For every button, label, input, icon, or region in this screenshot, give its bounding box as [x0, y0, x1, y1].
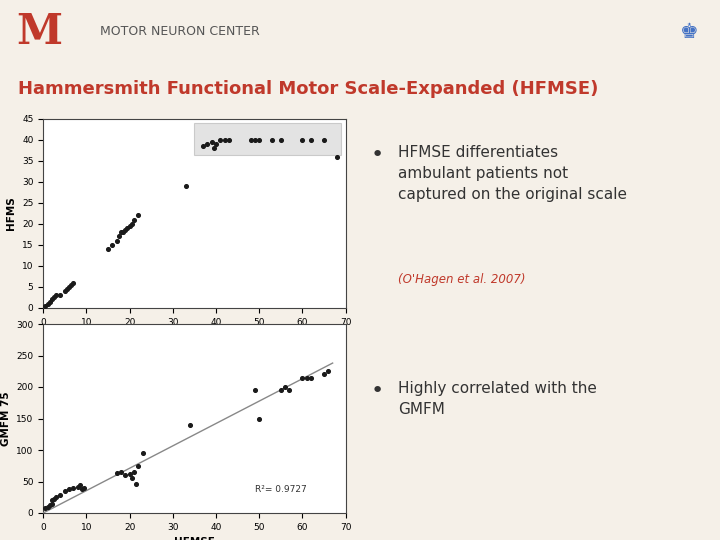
Text: •: • — [370, 145, 384, 165]
Point — [249, 136, 261, 144]
Point — [137, 449, 148, 457]
Point — [48, 495, 60, 503]
Text: Highly correlated with the
GMFM: Highly correlated with the GMFM — [398, 381, 597, 417]
Point — [68, 483, 79, 492]
Point — [74, 481, 86, 489]
Point — [120, 471, 131, 480]
Point — [59, 487, 71, 495]
Point — [42, 502, 53, 511]
Point — [61, 285, 73, 293]
Point — [279, 383, 291, 391]
Point — [249, 386, 261, 394]
Text: MOTOR NEURON CENTER: MOTOR NEURON CENTER — [100, 25, 260, 38]
Point — [126, 474, 138, 483]
Point — [76, 485, 88, 494]
Point — [50, 493, 62, 502]
Point — [245, 136, 256, 144]
Point — [78, 483, 90, 492]
Point — [44, 501, 55, 510]
Point — [46, 295, 58, 303]
Point — [180, 181, 192, 190]
Point — [323, 367, 334, 376]
Point — [297, 373, 308, 382]
Point — [130, 480, 142, 488]
Point — [318, 136, 330, 144]
Point — [102, 245, 114, 253]
Text: •: • — [370, 381, 384, 401]
Point — [115, 468, 127, 476]
Point — [223, 136, 235, 144]
Text: (O'Hagen et al. 2007): (O'Hagen et al. 2007) — [398, 273, 526, 286]
Point — [202, 140, 213, 149]
Point — [115, 228, 127, 237]
Point — [126, 219, 138, 228]
Point — [111, 469, 122, 478]
Point — [215, 136, 226, 144]
Point — [44, 297, 55, 306]
Point — [122, 224, 133, 232]
Point — [107, 240, 118, 249]
Point — [63, 282, 75, 291]
Point — [124, 470, 135, 478]
Point — [40, 301, 51, 310]
Point — [219, 136, 230, 144]
Point — [46, 496, 58, 505]
Point — [113, 232, 125, 241]
Point — [120, 226, 131, 234]
X-axis label: HFMSE: HFMSE — [174, 537, 215, 540]
Point — [68, 278, 79, 287]
Point — [305, 136, 317, 144]
Point — [124, 221, 135, 230]
Point — [275, 136, 287, 144]
Point — [266, 136, 278, 144]
Point — [275, 386, 287, 394]
Point — [42, 299, 53, 308]
Point — [305, 373, 317, 382]
Point — [301, 373, 312, 382]
Point — [66, 280, 77, 289]
Text: ♚: ♚ — [680, 22, 698, 42]
Text: M: M — [17, 11, 63, 52]
Point — [253, 414, 265, 423]
Point — [55, 491, 66, 500]
Point — [253, 136, 265, 144]
Point — [50, 291, 62, 300]
Text: Hammersmith Functional Motor Scale-Expanded (HFMSE): Hammersmith Functional Motor Scale-Expan… — [18, 80, 598, 98]
Point — [63, 485, 75, 494]
Point — [132, 461, 144, 470]
Point — [40, 504, 51, 512]
Point — [297, 136, 308, 144]
X-axis label: Expanded HFMS: Expanded HFMS — [147, 332, 242, 342]
Point — [111, 237, 122, 245]
Text: HFMSE differentiates
ambulant patients not
captured on the original scale: HFMSE differentiates ambulant patients n… — [398, 145, 627, 202]
Point — [55, 291, 66, 300]
Point — [331, 152, 343, 161]
Point — [318, 370, 330, 379]
Point — [132, 211, 144, 220]
Point — [117, 228, 129, 237]
Bar — [194, 123, 341, 154]
Point — [128, 215, 140, 224]
Point — [184, 421, 196, 429]
Text: R²= 0.9727: R²= 0.9727 — [255, 485, 306, 494]
Point — [59, 287, 71, 295]
Point — [284, 386, 295, 394]
Point — [72, 482, 84, 491]
Point — [197, 142, 209, 151]
Y-axis label: HFMS: HFMS — [6, 197, 17, 230]
Point — [206, 138, 217, 146]
Point — [46, 499, 58, 508]
Point — [48, 293, 60, 302]
Point — [208, 144, 220, 152]
Y-axis label: GMFM 75: GMFM 75 — [1, 391, 11, 446]
Point — [210, 140, 222, 149]
Point — [128, 468, 140, 476]
